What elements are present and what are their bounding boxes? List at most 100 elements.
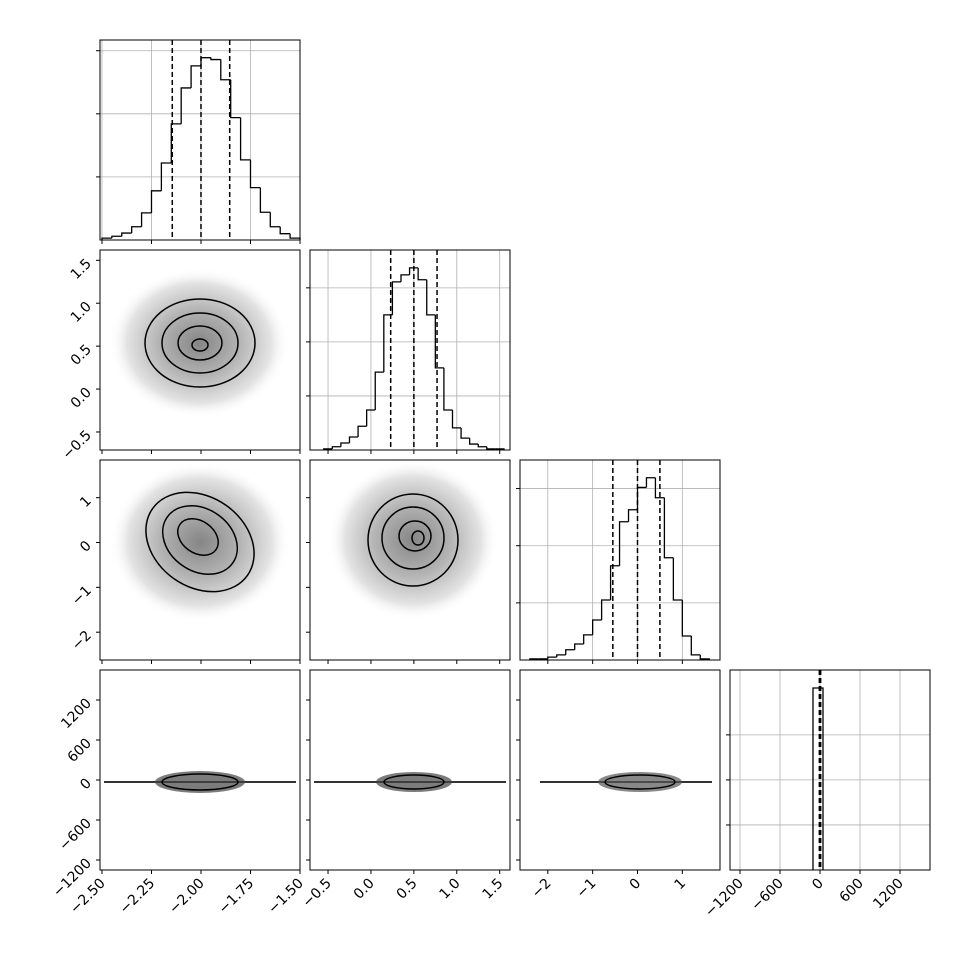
histogram-bin [477, 444, 487, 448]
histogram-bin [486, 446, 496, 450]
histogram-bin [160, 162, 172, 191]
contour [144, 298, 256, 388]
histogram-bin [408, 267, 419, 275]
density [109, 268, 289, 418]
x-tick-label: 1 [672, 876, 690, 894]
contour [383, 774, 445, 790]
histogram-bin [618, 521, 629, 566]
histogram-bin [636, 486, 647, 510]
contour [191, 338, 209, 352]
y-tick-label: −600 [56, 816, 95, 855]
panel-frame [519, 669, 721, 871]
panel-frame [309, 459, 511, 661]
histogram-bin [357, 425, 367, 438]
histogram-bin [654, 477, 665, 499]
contour [381, 506, 445, 570]
contour [177, 518, 219, 556]
histogram-bin [269, 212, 281, 228]
histogram-bin [565, 649, 575, 655]
y-tick-label: 600 [65, 736, 95, 766]
histogram-bin [627, 509, 638, 522]
x-tick-label: 1200 [870, 876, 907, 913]
x-tick-label: −1200 [702, 876, 747, 921]
contour [367, 493, 459, 587]
histogram-bin [131, 226, 142, 234]
y-tick-label: −1 [69, 583, 95, 609]
y-tick-label: 0 [77, 538, 95, 556]
histogram-bin [417, 267, 427, 281]
x-tick-label: −1 [574, 876, 600, 902]
histogram-bin [366, 409, 376, 427]
histogram-bin [681, 600, 692, 637]
density [110, 462, 290, 622]
histogram-bin [101, 237, 112, 240]
x-tick-label: 0.5 [394, 876, 421, 903]
histogram-bin [150, 190, 162, 213]
histogram-bin [239, 117, 251, 161]
histogram-bin [331, 446, 341, 449]
panel-frame [99, 249, 301, 451]
histogram-bin [400, 274, 410, 282]
histogram-bin [374, 371, 384, 410]
histogram-bin [348, 436, 359, 443]
x-tick-label: 1.0 [437, 876, 464, 903]
density [155, 771, 245, 793]
contour [145, 491, 255, 593]
histogram-bin [289, 233, 301, 240]
histogram-bin [600, 599, 611, 620]
histogram-bin [672, 557, 683, 601]
histogram-bin [121, 232, 132, 237]
histogram-bin [220, 59, 231, 81]
panel-frame [519, 459, 721, 661]
histogram-bin [699, 654, 710, 660]
x-tick-label: −1.50 [265, 876, 307, 918]
histogram-bin [690, 636, 701, 656]
x-tick-label: 0.0 [351, 876, 378, 903]
panel-frame [99, 39, 301, 241]
histogram-bin [443, 367, 453, 411]
histogram-bin [391, 281, 401, 315]
y-tick-label: 0 [77, 776, 95, 794]
histogram-bin [663, 497, 674, 559]
histogram-bin [340, 442, 350, 447]
histogram-bin [279, 226, 291, 235]
density-panels [104, 268, 712, 793]
histogram-bin [426, 279, 436, 316]
histogram-bin [249, 159, 261, 189]
x-tick-label: 1.5 [479, 876, 506, 903]
y-tick-label: 1.5 [68, 256, 95, 283]
histogram-bin [609, 565, 620, 600]
histogram-bin [645, 477, 656, 488]
x-tick-label: −600 [748, 876, 787, 915]
histogram-bin [180, 87, 192, 124]
y-tick-label: 0.0 [68, 385, 95, 412]
x-tick-label: 600 [837, 876, 867, 906]
x-tick-label: −1.75 [216, 876, 258, 918]
contour [161, 312, 239, 374]
panel-frame [99, 459, 301, 661]
histogram-bin [460, 427, 470, 439]
histogram-bin [556, 654, 566, 658]
y-tick-label: 0.5 [68, 342, 95, 369]
y-tick-label: 1200 [58, 696, 95, 733]
x-tick-label: −2.00 [166, 876, 208, 918]
histogram-bin [190, 65, 201, 88]
histogram-bin [547, 656, 557, 659]
y-tick-label: −2 [69, 628, 95, 654]
y-tick-label: 1 [77, 493, 95, 511]
histogram-bin [574, 643, 584, 650]
x-tick-label: 0 [809, 876, 827, 894]
histogram-bin [230, 79, 241, 119]
x-tick-label: −2.25 [117, 876, 159, 918]
histogram-bin [170, 123, 182, 164]
panel-frame [309, 249, 511, 451]
contour [177, 325, 223, 361]
histogram-bin [259, 187, 271, 213]
histogram-bin [583, 634, 593, 644]
x-tick-label: 0 [627, 876, 645, 894]
contour [604, 774, 676, 790]
contour [161, 505, 239, 575]
histogram-bin [200, 57, 211, 66]
y-tick-label: −0.5 [59, 427, 94, 462]
